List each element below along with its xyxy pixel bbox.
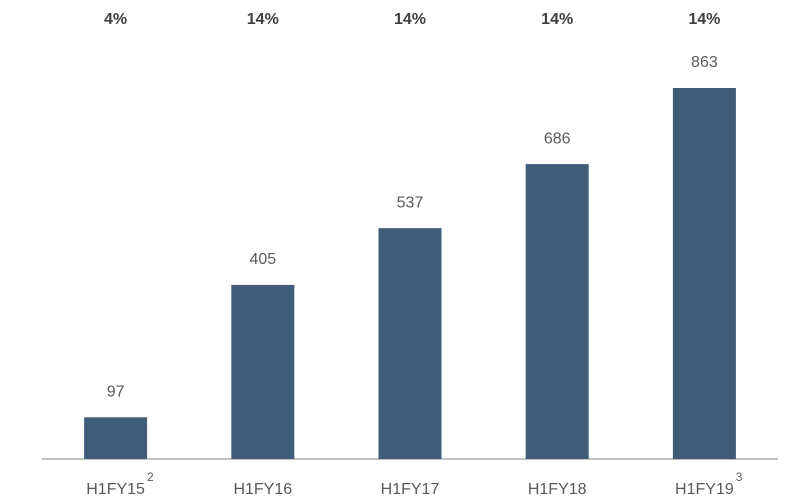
value-label: 686 — [544, 130, 571, 147]
value-label: 97 — [107, 384, 125, 401]
x-tick-label: H1FY18 — [528, 481, 587, 498]
bar — [525, 164, 589, 459]
growth-label: 14% — [688, 11, 720, 28]
bar — [672, 88, 736, 459]
value-label: 537 — [397, 194, 424, 211]
bar — [378, 228, 442, 459]
footnote-marker: 3 — [736, 470, 743, 484]
x-tick-label: H1FY19 — [675, 481, 734, 498]
bar — [84, 417, 148, 459]
footnote-marker: 2 — [147, 470, 154, 484]
value-label: 863 — [691, 54, 718, 71]
bar — [231, 284, 295, 459]
value-label: 405 — [249, 251, 276, 268]
x-tick-label: H1FY15 — [86, 481, 145, 498]
x-tick-label: H1FY16 — [233, 481, 292, 498]
growth-label: 14% — [541, 11, 573, 28]
x-tick-label: H1FY17 — [381, 481, 440, 498]
growth-label: 4% — [104, 11, 127, 28]
growth-label: 14% — [247, 11, 279, 28]
growth-label: 14% — [394, 11, 426, 28]
